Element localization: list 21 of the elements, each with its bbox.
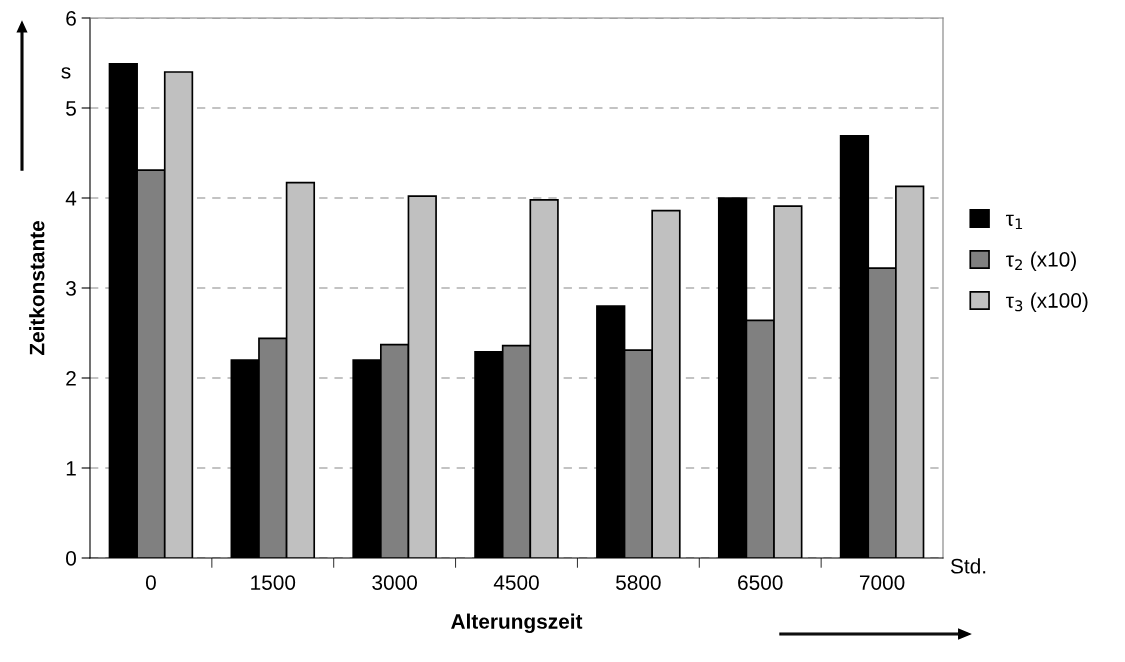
y-tick-label: 5 [66,101,76,116]
legend-label: τ$_{2}$ (x10) [1005,251,1076,271]
y-tick-label: 3 [66,281,76,296]
text: s [61,67,71,79]
x-tick-label: 4500 [493,575,539,590]
y-tick-label: 4 [65,191,77,206]
x-tick-label: 5800 [616,575,661,590]
legend-label: τ$_{3}$ (x100) [1005,292,1088,312]
x-tick-label: 0 [145,575,156,590]
y-tick-label: 0 [66,551,76,566]
y-tick-label: 1 [66,461,76,476]
y-tick-label: 6 [66,11,76,26]
y-axis-title: Zeitkonstante [29,220,45,356]
x-tick-label: 1500 [251,575,296,590]
y-tick-label: 2 [66,371,76,386]
legend-label: τ$_{1}$ [1005,214,1023,230]
x-tick-label: 7000 [859,575,905,590]
x-tick-label: 6500 [738,575,783,590]
text: Std. [950,558,986,574]
x-tick-label: 3000 [372,575,417,590]
x-axis-title: Alterungszeit [451,613,583,634]
